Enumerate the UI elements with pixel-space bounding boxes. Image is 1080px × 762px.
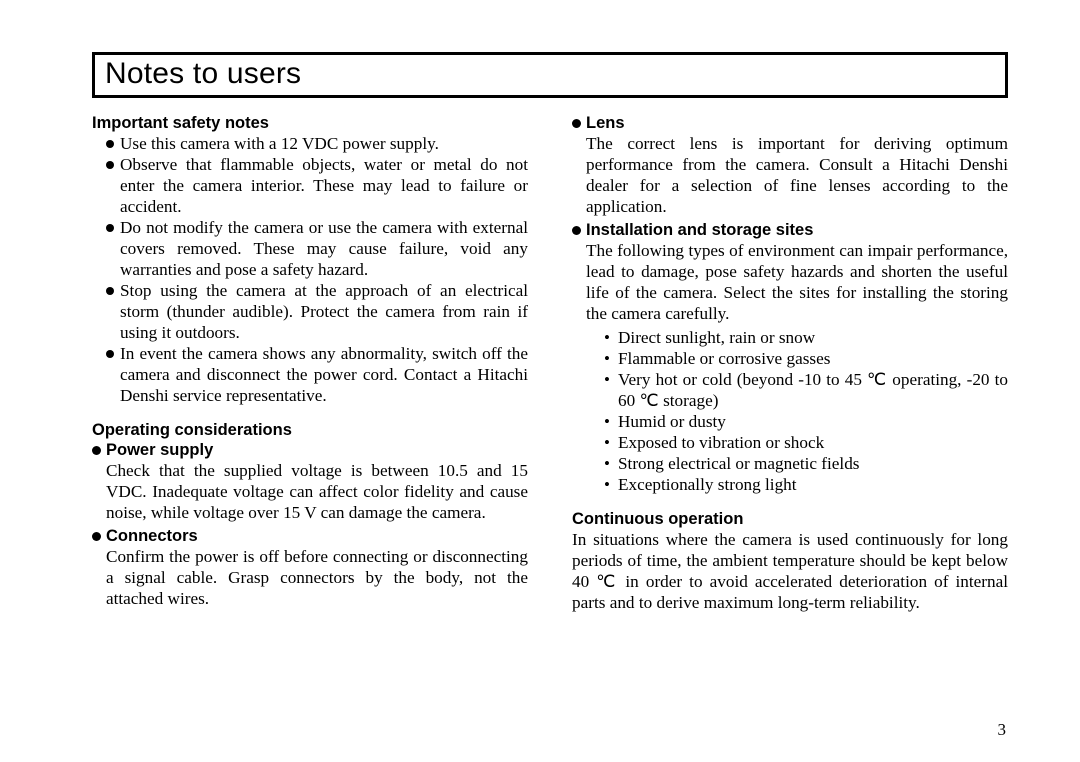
connectors-heading: Connectors <box>92 527 528 546</box>
safety-item: Do not modify the camera or use the came… <box>106 218 528 281</box>
safety-heading: Important safety notes <box>92 114 528 133</box>
install-item: Exposed to vibration or shock <box>604 433 1008 454</box>
power-supply-heading: Power supply <box>92 441 528 460</box>
left-column: Important safety notes Use this camera w… <box>92 114 528 617</box>
install-item: Strong electrical or magnetic fields <box>604 454 1008 475</box>
power-supply-text: Check that the supplied voltage is betwe… <box>92 461 528 524</box>
install-item: Very hot or cold (beyond -10 to 45 ℃ ope… <box>604 370 1008 412</box>
safety-item: In event the camera shows any abnormalit… <box>106 344 528 407</box>
safety-item: Stop using the camera at the approach of… <box>106 281 528 344</box>
install-item: Humid or dusty <box>604 412 1008 433</box>
install-list: Direct sunlight, rain or snow Flammable … <box>572 328 1008 496</box>
page-number: 3 <box>998 720 1007 740</box>
install-intro: The following types of environment can i… <box>572 241 1008 325</box>
continuous-heading: Continuous operation <box>572 510 1008 529</box>
safety-list: Use this camera with a 12 VDC power supp… <box>92 134 528 407</box>
page-title: Notes to users <box>92 52 1008 98</box>
connectors-text: Confirm the power is off before connecti… <box>92 547 528 610</box>
install-heading: Installation and storage sites <box>572 221 1008 240</box>
operating-heading: Operating considerations <box>92 421 528 440</box>
safety-item: Observe that flammable objects, water or… <box>106 155 528 218</box>
safety-item: Use this camera with a 12 VDC power supp… <box>106 134 528 155</box>
install-item: Flammable or corrosive gasses <box>604 349 1008 370</box>
right-column: Lens The correct lens is important for d… <box>572 114 1008 617</box>
lens-text: The correct lens is important for derivi… <box>572 134 1008 218</box>
install-item: Direct sunlight, rain or snow <box>604 328 1008 349</box>
lens-heading: Lens <box>572 114 1008 133</box>
two-column-layout: Important safety notes Use this camera w… <box>92 114 1008 617</box>
continuous-text: In situations where the camera is used c… <box>572 530 1008 614</box>
install-item: Exceptionally strong light <box>604 475 1008 496</box>
